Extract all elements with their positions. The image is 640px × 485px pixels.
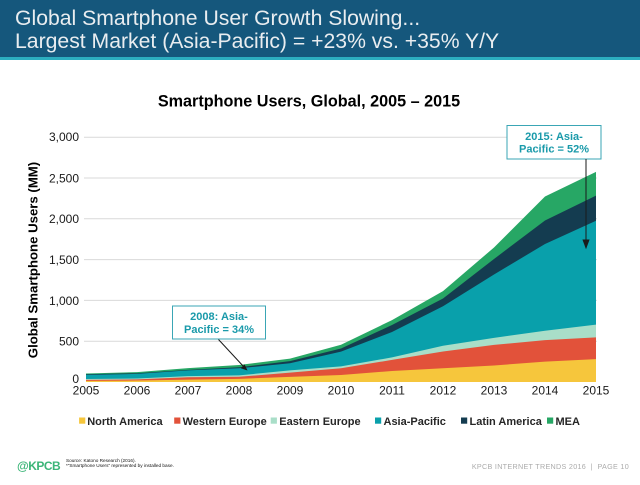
svg-text:3,000: 3,000 <box>49 130 79 144</box>
svg-text:2010: 2010 <box>328 384 355 398</box>
svg-text:2,000: 2,000 <box>49 212 79 226</box>
svg-text:2,500: 2,500 <box>49 171 79 185</box>
svg-text:Global Smartphone Users (MM): Global Smartphone Users (MM) <box>26 162 41 358</box>
svg-text:2009: 2009 <box>277 384 304 398</box>
svg-text:2005: 2005 <box>73 384 100 398</box>
svg-text:MEA: MEA <box>556 416 581 428</box>
svg-text:2014: 2014 <box>532 384 559 398</box>
svg-text:1,500: 1,500 <box>49 253 79 267</box>
svg-text:2012: 2012 <box>430 384 457 398</box>
svg-text:1,000: 1,000 <box>49 294 79 308</box>
svg-text:Pacific = 52%: Pacific = 52% <box>519 144 589 156</box>
svg-text:500: 500 <box>59 335 79 349</box>
svg-text:2006: 2006 <box>124 384 151 398</box>
svg-text:Western Europe: Western Europe <box>183 416 267 428</box>
svg-text:2011: 2011 <box>379 384 405 398</box>
svg-text:2008: 2008 <box>226 384 253 398</box>
svg-text:Smartphone Users, Global, 2005: Smartphone Users, Global, 2005 – 2015 <box>158 93 460 111</box>
svg-text:2015: 2015 <box>583 384 610 398</box>
svg-text:2015: Asia-: 2015: Asia- <box>525 131 583 143</box>
svg-text:2008: Asia-: 2008: Asia- <box>190 311 248 323</box>
svg-text:2013: 2013 <box>481 384 508 398</box>
svg-text:Latin America: Latin America <box>470 416 543 428</box>
svg-text:0: 0 <box>72 372 79 386</box>
svg-text:North America: North America <box>87 416 163 428</box>
svg-text:Eastern Europe: Eastern Europe <box>279 416 360 428</box>
svg-text:Asia-Pacific: Asia-Pacific <box>384 416 446 428</box>
svg-text:2007: 2007 <box>175 384 202 398</box>
svg-text:Pacific = 34%: Pacific = 34% <box>184 324 254 336</box>
